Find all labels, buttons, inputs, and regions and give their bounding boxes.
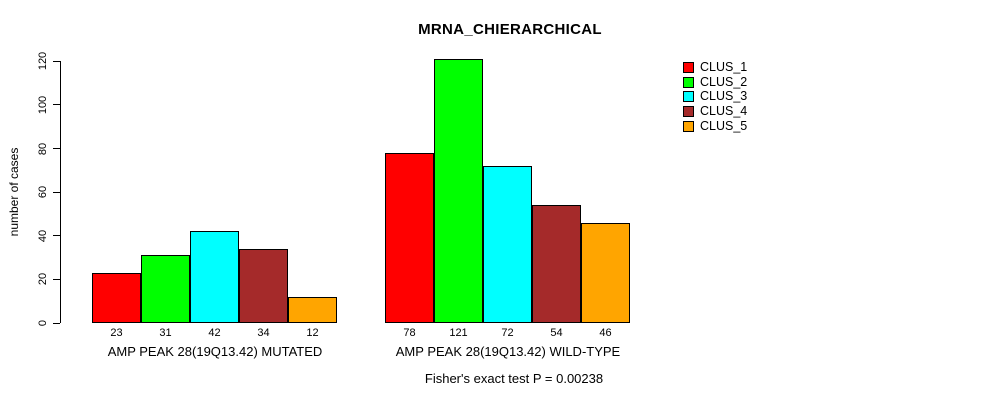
bar-clus_5 (581, 222, 630, 323)
bar-value-label: 12 (306, 327, 319, 339)
group-label-wild-type: AMP PEAK 28(19Q13.42) WILD-TYPE (395, 344, 621, 359)
y-tick-label: 0 (37, 319, 49, 327)
y-tick-mark (53, 104, 60, 106)
legend-item-clus_3: CLUS_3 (683, 89, 748, 104)
bar-clus_1 (92, 272, 141, 323)
bar-clus_5 (288, 296, 337, 323)
bar-value-label: 72 (501, 327, 514, 339)
y-axis-label: number of cases (7, 147, 21, 237)
y-tick-label: 120 (37, 52, 49, 71)
y-tick-mark (53, 148, 60, 150)
bar-value-label: 54 (550, 327, 563, 339)
bar-value-label: 121 (449, 327, 468, 339)
y-tick-label: 20 (37, 273, 49, 286)
y-axis-line (60, 61, 61, 323)
bar-clus_1 (385, 152, 434, 323)
bar-clus_4 (532, 205, 581, 323)
y-tick-mark (53, 60, 60, 62)
bar-clus_3 (190, 231, 239, 323)
y-tick-mark (53, 322, 60, 324)
legend-swatch-icon (683, 62, 694, 74)
legend-label: CLUS_2 (700, 74, 748, 89)
y-tick-label: 60 (37, 186, 49, 199)
bar-value-label: 42 (208, 327, 221, 339)
bar-clus_2 (434, 59, 483, 323)
y-tick-mark (53, 235, 60, 237)
legend-swatch-icon (683, 76, 694, 88)
legend-label: CLUS_3 (700, 89, 748, 104)
legend-swatch-icon (683, 106, 694, 118)
y-tick-mark (53, 191, 60, 193)
bar-value-label: 23 (110, 327, 123, 339)
chart-title: MRNA_CHIERARCHICAL (418, 21, 602, 38)
group-label-mutated: AMP PEAK 28(19Q13.42) MUTATED (107, 344, 323, 359)
legend-swatch-icon (683, 91, 694, 103)
fisher-test-annotation: Fisher's exact test P = 0.00238 (424, 371, 604, 386)
bar-clus_3 (483, 165, 532, 323)
legend-item-clus_4: CLUS_4 (683, 104, 748, 119)
legend-label: CLUS_1 (700, 60, 748, 75)
legend: CLUS_1 CLUS_2 CLUS_3 CLUS_4 CLUS_5 (683, 60, 748, 133)
legend-item-clus_2: CLUS_2 (683, 74, 748, 89)
legend-label: CLUS_5 (700, 118, 748, 133)
legend-swatch-icon (683, 120, 694, 132)
y-tick-mark (53, 278, 60, 280)
bar-clus_2 (141, 255, 190, 323)
bar-clus_4 (239, 248, 288, 323)
bar-value-label: 34 (257, 327, 270, 339)
y-tick-label: 100 (37, 95, 49, 115)
bar-value-label: 78 (403, 327, 416, 339)
legend-item-clus_1: CLUS_1 (683, 60, 748, 75)
bar-value-label: 46 (599, 327, 612, 339)
y-tick-label: 40 (37, 229, 49, 242)
legend-item-clus_5: CLUS_5 (683, 118, 748, 133)
y-tick-label: 80 (37, 142, 49, 155)
bar-value-label: 31 (159, 327, 172, 339)
legend-label: CLUS_4 (700, 104, 748, 119)
